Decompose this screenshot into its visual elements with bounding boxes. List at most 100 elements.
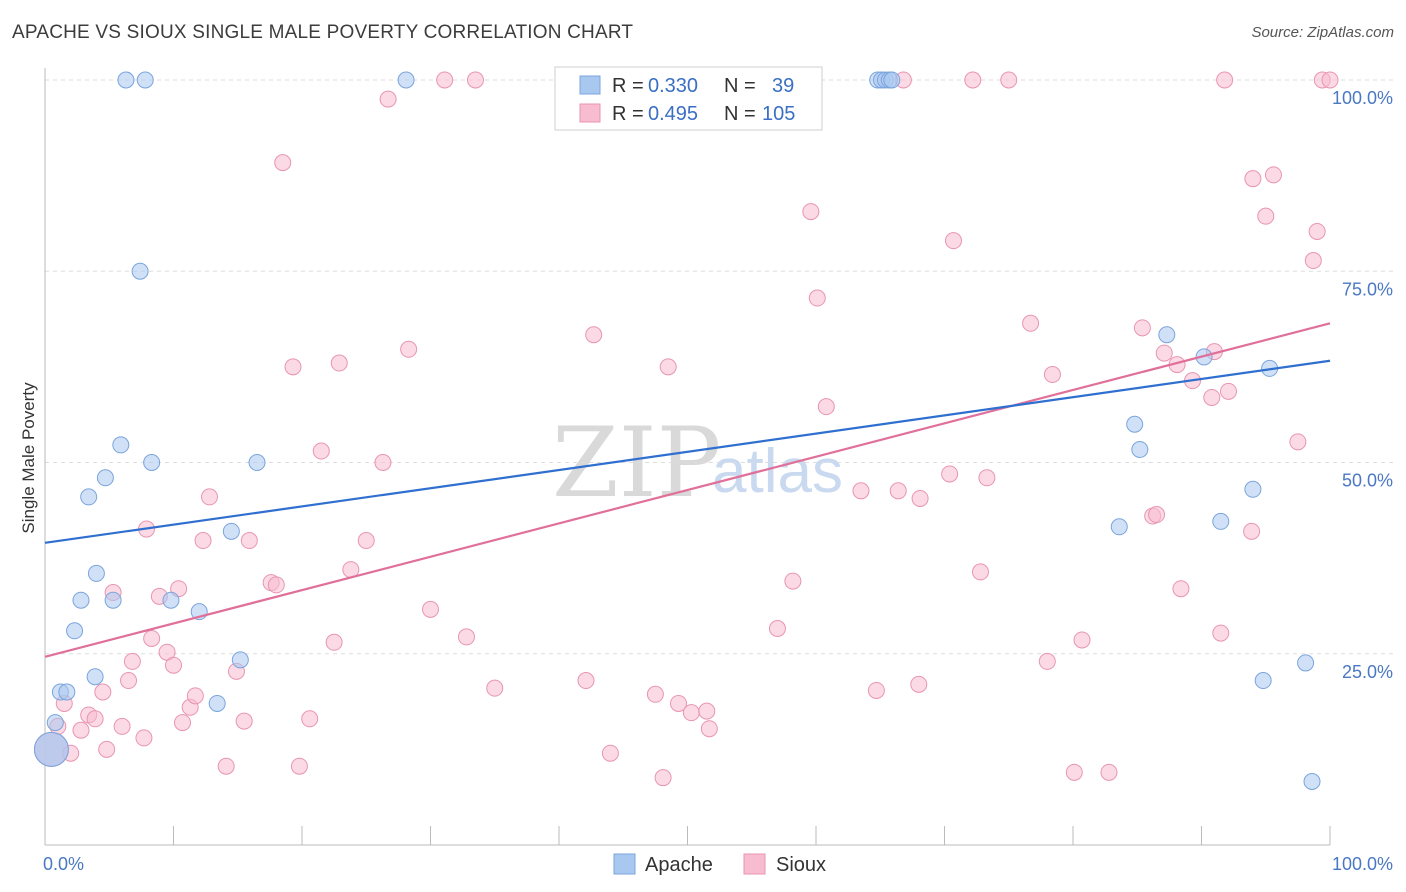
sioux-point [654, 769, 672, 787]
apache-point [1297, 654, 1315, 672]
y-tick-label: 100.0% [1332, 88, 1393, 108]
sioux-point [1264, 166, 1282, 184]
sioux-point [911, 489, 929, 507]
apache-point [86, 668, 104, 686]
sioux-point [330, 354, 348, 372]
stats-apache-r-label: R = [612, 75, 644, 97]
x-tick-label: 100.0% [1332, 854, 1393, 874]
sioux-point [1203, 388, 1221, 406]
apache-point [1158, 326, 1176, 344]
watermark-atlas: atlas [712, 437, 843, 506]
apache-point [1110, 518, 1128, 536]
sioux-point [1308, 222, 1326, 240]
sioux-point [910, 675, 928, 693]
sioux-point [670, 694, 688, 712]
sioux-point [944, 232, 962, 250]
chart-title: APACHE VS SIOUX SINGLE MALE POVERTY CORR… [12, 22, 634, 43]
sioux-point [379, 90, 397, 108]
apache-points [33, 71, 1321, 791]
sioux-point [768, 620, 786, 638]
sioux-point [1321, 71, 1339, 89]
sioux-point [802, 203, 820, 221]
sioux-point [1243, 522, 1261, 540]
apache-point [1126, 415, 1144, 433]
stats-apache-r-value: 0.330 [648, 75, 698, 97]
sioux-point [486, 679, 504, 697]
apache-point [231, 651, 249, 669]
sioux-point [217, 757, 235, 775]
x-tick-label: 0.0% [43, 854, 84, 874]
y-axis-title: Single Male Poverty [19, 382, 38, 534]
apache-point [58, 683, 76, 701]
apache-point [112, 436, 130, 454]
sioux-point [784, 572, 802, 590]
sioux-point [601, 744, 619, 762]
sioux-point [173, 714, 191, 732]
stats-sioux-r-label: R = [612, 103, 644, 125]
sioux-point [186, 687, 204, 705]
sioux-point [659, 358, 677, 376]
apache-point [1131, 440, 1149, 458]
sioux-point [1065, 763, 1083, 781]
sioux-point [1219, 382, 1237, 400]
apache-point [162, 591, 180, 609]
apache-point [87, 564, 105, 582]
sioux-point [971, 563, 989, 581]
sioux-point [165, 656, 182, 674]
sioux-point [682, 704, 700, 722]
sioux-point [457, 628, 475, 646]
apache-point [1212, 512, 1230, 530]
sioux-point [235, 712, 253, 730]
stats-apache-swatch [579, 75, 601, 95]
sioux-point [889, 482, 907, 500]
stats-sioux-r-value: 0.495 [648, 103, 698, 125]
series-legend: Apache Sioux [613, 853, 826, 876]
sioux-point [698, 702, 716, 720]
apache-point [143, 454, 161, 471]
stats-sioux-swatch [579, 103, 601, 123]
sioux-point [585, 326, 603, 344]
legend-apache-swatch [613, 853, 636, 875]
apache-point [46, 714, 64, 732]
sioux-point [1073, 631, 1091, 649]
apache-point [883, 71, 901, 89]
sioux-point [700, 720, 718, 738]
apache-point [117, 71, 135, 89]
sioux-point [143, 629, 161, 647]
sioux-point [436, 71, 454, 89]
stats-apache-n-value: 39 [772, 75, 794, 97]
sioux-point [867, 681, 885, 699]
sioux-point [200, 488, 218, 506]
grid-lines [45, 79, 1395, 655]
apache-trend-line [44, 359, 1331, 544]
apache-point [131, 262, 149, 280]
stats-sioux-n-label: N = [724, 103, 756, 125]
sioux-point [194, 532, 212, 550]
sioux-point [1289, 433, 1307, 451]
apache-point [66, 622, 84, 640]
sioux-point [1038, 652, 1056, 670]
sioux-point [1304, 252, 1322, 270]
sioux-point [290, 757, 308, 775]
legend-apache-label: Apache [645, 854, 713, 876]
sioux-point [808, 289, 826, 307]
sioux-point [374, 454, 392, 471]
y-tick-label: 75.0% [1342, 279, 1393, 299]
sioux-point [1133, 319, 1151, 337]
sioux-point [135, 729, 153, 747]
apache-point [208, 694, 226, 712]
apache-point [397, 71, 415, 89]
sioux-points [33, 71, 1339, 787]
y-tick-label: 25.0% [1342, 662, 1393, 682]
legend-sioux-swatch [743, 853, 766, 875]
sioux-point [123, 652, 141, 670]
sioux-point [72, 721, 90, 739]
sioux-point [646, 685, 664, 703]
sioux-point [1022, 314, 1040, 332]
trend-lines [44, 322, 1331, 658]
apache-point [104, 591, 122, 609]
apache-point [80, 488, 98, 506]
sioux-point [301, 710, 319, 728]
chart-source: Source: ZipAtlas.com [1251, 24, 1394, 41]
legend-sioux-label: Sioux [776, 854, 826, 876]
